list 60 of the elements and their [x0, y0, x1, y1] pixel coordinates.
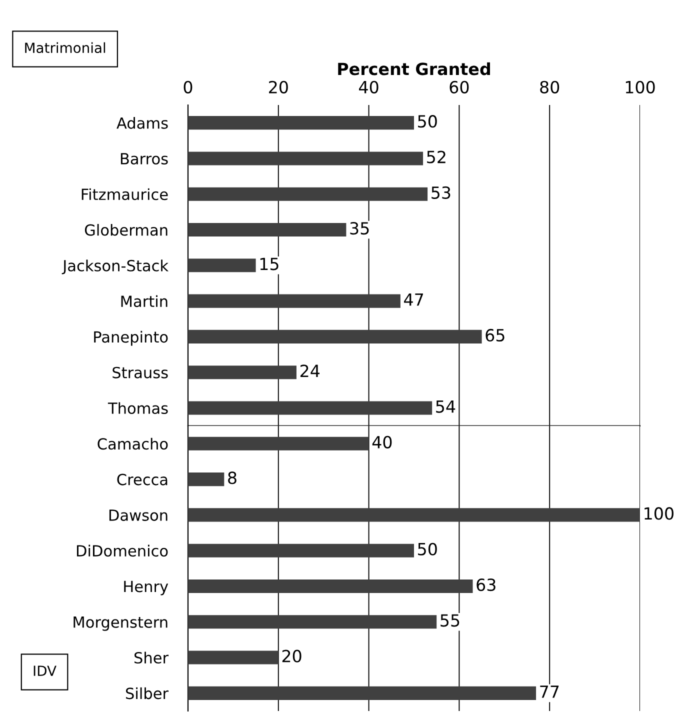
- bar: [188, 686, 536, 700]
- x-tick-label: 80: [540, 80, 560, 94]
- y-tick-label: Crecca: [117, 474, 168, 486]
- y-tick-label: Fitzmaurice: [82, 188, 168, 200]
- bar: [188, 615, 437, 629]
- y-tick-label: Strauss: [112, 366, 168, 378]
- data-label: 20: [282, 650, 302, 662]
- x-tick-label: 100: [626, 80, 655, 94]
- y-tick-label: Adams: [116, 117, 168, 129]
- data-label: 50: [418, 542, 437, 556]
- data-label: 55: [440, 614, 460, 627]
- y-tick-label: Henry: [124, 580, 168, 596]
- bar: [188, 152, 424, 166]
- data-label: 15: [260, 258, 278, 270]
- data-label: 63: [476, 578, 496, 592]
- bar: [188, 401, 432, 415]
- x-tick-label: 40: [359, 80, 378, 94]
- bar: [188, 366, 296, 380]
- data-label: 52: [427, 150, 446, 164]
- y-tick-label: Silber: [126, 687, 169, 700]
- bar: [188, 650, 278, 664]
- y-tick-label: Sher: [134, 652, 169, 664]
- x-tick-label: 20: [269, 80, 288, 94]
- bar: [188, 579, 473, 594]
- data-label: 35: [350, 222, 369, 235]
- bar: [188, 116, 414, 130]
- bar: [188, 294, 400, 308]
- bar: [188, 187, 428, 201]
- data-label: 24: [300, 364, 320, 377]
- y-tick-label: Panepinto: [94, 330, 168, 346]
- y-tick-label: Barros: [120, 153, 168, 164]
- y-tick-label: DiDomenico: [76, 544, 168, 557]
- data-label: 77: [540, 686, 559, 698]
- bar: [188, 258, 256, 272]
- y-tick-label: Globerman: [84, 224, 168, 236]
- data-label: 47: [404, 294, 423, 306]
- data-label: 65: [486, 328, 504, 342]
- bar: [188, 472, 224, 486]
- bar: [188, 330, 482, 344]
- y-tick-label: Jackson-Stack: [62, 260, 169, 274]
- data-label: 50: [418, 115, 437, 128]
- bar: [188, 436, 369, 450]
- bar: [188, 508, 640, 522]
- data-label: 54: [436, 400, 456, 413]
- text: IDV: [34, 666, 56, 676]
- text: Matrimonial: [25, 42, 106, 54]
- data-label: 53: [432, 186, 450, 199]
- y-tick-label: Camacho: [98, 438, 168, 450]
- data-label: 8: [228, 472, 236, 484]
- x-axis-title: Percent Granted: [338, 62, 490, 76]
- y-tick-label: Thomas: [108, 402, 168, 414]
- y-tick-label: Dawson: [109, 510, 168, 521]
- x-tick-label: 60: [450, 80, 469, 94]
- data-label: 100: [644, 507, 674, 520]
- data-label: 40: [372, 436, 392, 448]
- y-tick-label: Morgenstern: [74, 616, 168, 631]
- x-tick-label: 0: [184, 80, 192, 94]
- bar: [188, 222, 346, 237]
- y-tick-label: Martin: [121, 295, 168, 308]
- bar: [188, 544, 414, 558]
